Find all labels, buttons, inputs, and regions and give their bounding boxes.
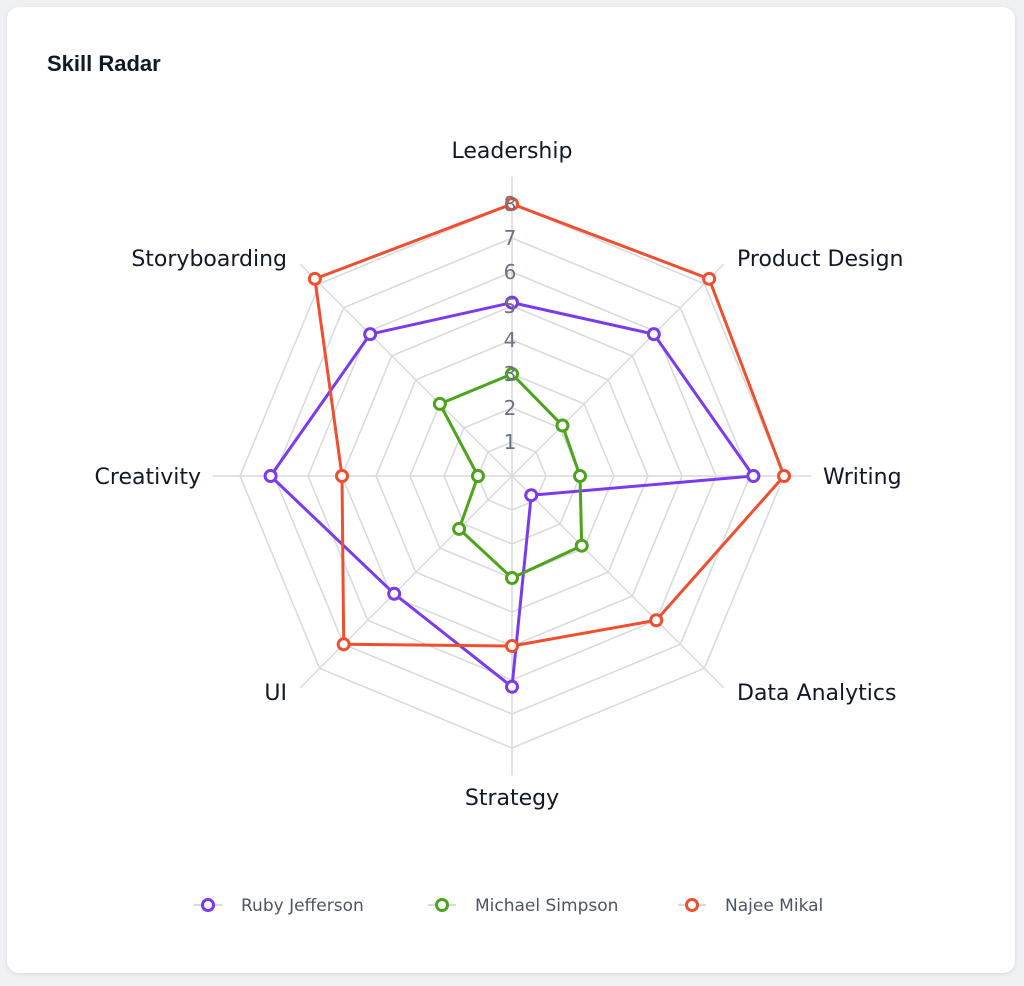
legend-label-michael-simpson: Michael Simpson (475, 896, 618, 916)
tick-label-3: 3 (504, 362, 517, 386)
point-najee-mikal-leadership[interactable] (505, 197, 519, 211)
point-ruby-jefferson-ui[interactable] (387, 586, 402, 601)
axis-label-leadership: Leadership (452, 139, 573, 164)
point-michael-simpson-creativity[interactable] (471, 469, 485, 483)
tick-label-1: 1 (504, 430, 517, 454)
point-najee-mikal-data-analytics[interactable] (649, 613, 664, 628)
point-ruby-jefferson-data-analytics[interactable] (524, 488, 539, 503)
point-michael-simpson-ui[interactable] (452, 521, 467, 536)
point-najee-mikal-ui[interactable] (336, 637, 351, 652)
legend-marker-najee-mikal (685, 898, 699, 912)
point-michael-simpson-storyboarding[interactable] (432, 396, 447, 411)
point-najee-mikal-creativity[interactable] (335, 469, 349, 483)
point-najee-mikal-storyboarding[interactable] (307, 271, 322, 286)
card-title: Skill Radar (47, 51, 161, 76)
point-ruby-jefferson-strategy[interactable] (505, 679, 519, 694)
point-najee-mikal-strategy[interactable] (505, 639, 519, 653)
point-ruby-jefferson-leadership[interactable] (505, 295, 519, 310)
spoke-product-design (511, 263, 725, 477)
legend-label-najee-mikal: Najee Mikal (725, 896, 823, 916)
point-michael-simpson-leadership[interactable] (505, 367, 519, 381)
point-najee-mikal-writing[interactable] (777, 469, 791, 483)
tick-label-7: 7 (504, 226, 517, 250)
legend-marker-ruby-jefferson (201, 898, 215, 912)
axis-label-storyboarding: Storyboarding (131, 247, 287, 272)
legend-label-ruby-jefferson: Ruby Jefferson (241, 896, 364, 916)
radar-axis-labels: Leadership Product Design Writing Data Anal… (95, 139, 904, 811)
radar-spokes (212, 176, 812, 776)
tick-label-5: 5 (504, 294, 517, 318)
axis-label-data-analytics: Data Analytics (737, 681, 896, 706)
tick-label-4: 4 (504, 328, 517, 352)
axis-label-ui: UI (264, 681, 287, 706)
legend-item-najee-mikal[interactable]: Najee Mikal (678, 896, 823, 916)
axis-label-strategy: Strategy (465, 786, 559, 811)
point-michael-simpson-writing[interactable] (573, 469, 587, 483)
point-michael-simpson-product-design[interactable] (555, 418, 570, 433)
tick-label-8: 8 (504, 192, 517, 216)
chart-card: Skill Radar (7, 7, 1015, 973)
radar-series (263, 197, 791, 694)
spoke-data-analytics (511, 475, 725, 689)
point-michael-simpson-strategy[interactable] (505, 571, 519, 585)
spoke-ui (299, 475, 513, 689)
legend-item-ruby-jefferson[interactable]: Ruby Jefferson (194, 896, 364, 916)
axis-label-creativity: Creativity (95, 465, 201, 490)
point-ruby-jefferson-product-design[interactable] (646, 327, 661, 342)
point-najee-mikal-product-design[interactable] (702, 271, 717, 286)
point-ruby-jefferson-storyboarding[interactable] (363, 327, 378, 342)
spoke-storyboarding (299, 263, 513, 477)
tick-label-6: 6 (504, 260, 517, 284)
legend-marker-michael-simpson (435, 898, 449, 912)
tick-label-2: 2 (504, 396, 517, 420)
point-ruby-jefferson-creativity[interactable] (263, 469, 278, 483)
chart-legend[interactable]: Ruby Jefferson Michael Simpson Najee Mikal (194, 896, 823, 916)
legend-item-michael-simpson[interactable]: Michael Simpson (428, 896, 618, 916)
point-michael-simpson-data-analytics[interactable] (574, 538, 589, 553)
axis-label-product-design: Product Design (737, 247, 903, 272)
point-ruby-jefferson-writing[interactable] (746, 469, 761, 483)
axis-label-writing: Writing (823, 465, 902, 490)
radar-ticks: 1 2 3 4 5 6 7 8 (504, 192, 517, 454)
